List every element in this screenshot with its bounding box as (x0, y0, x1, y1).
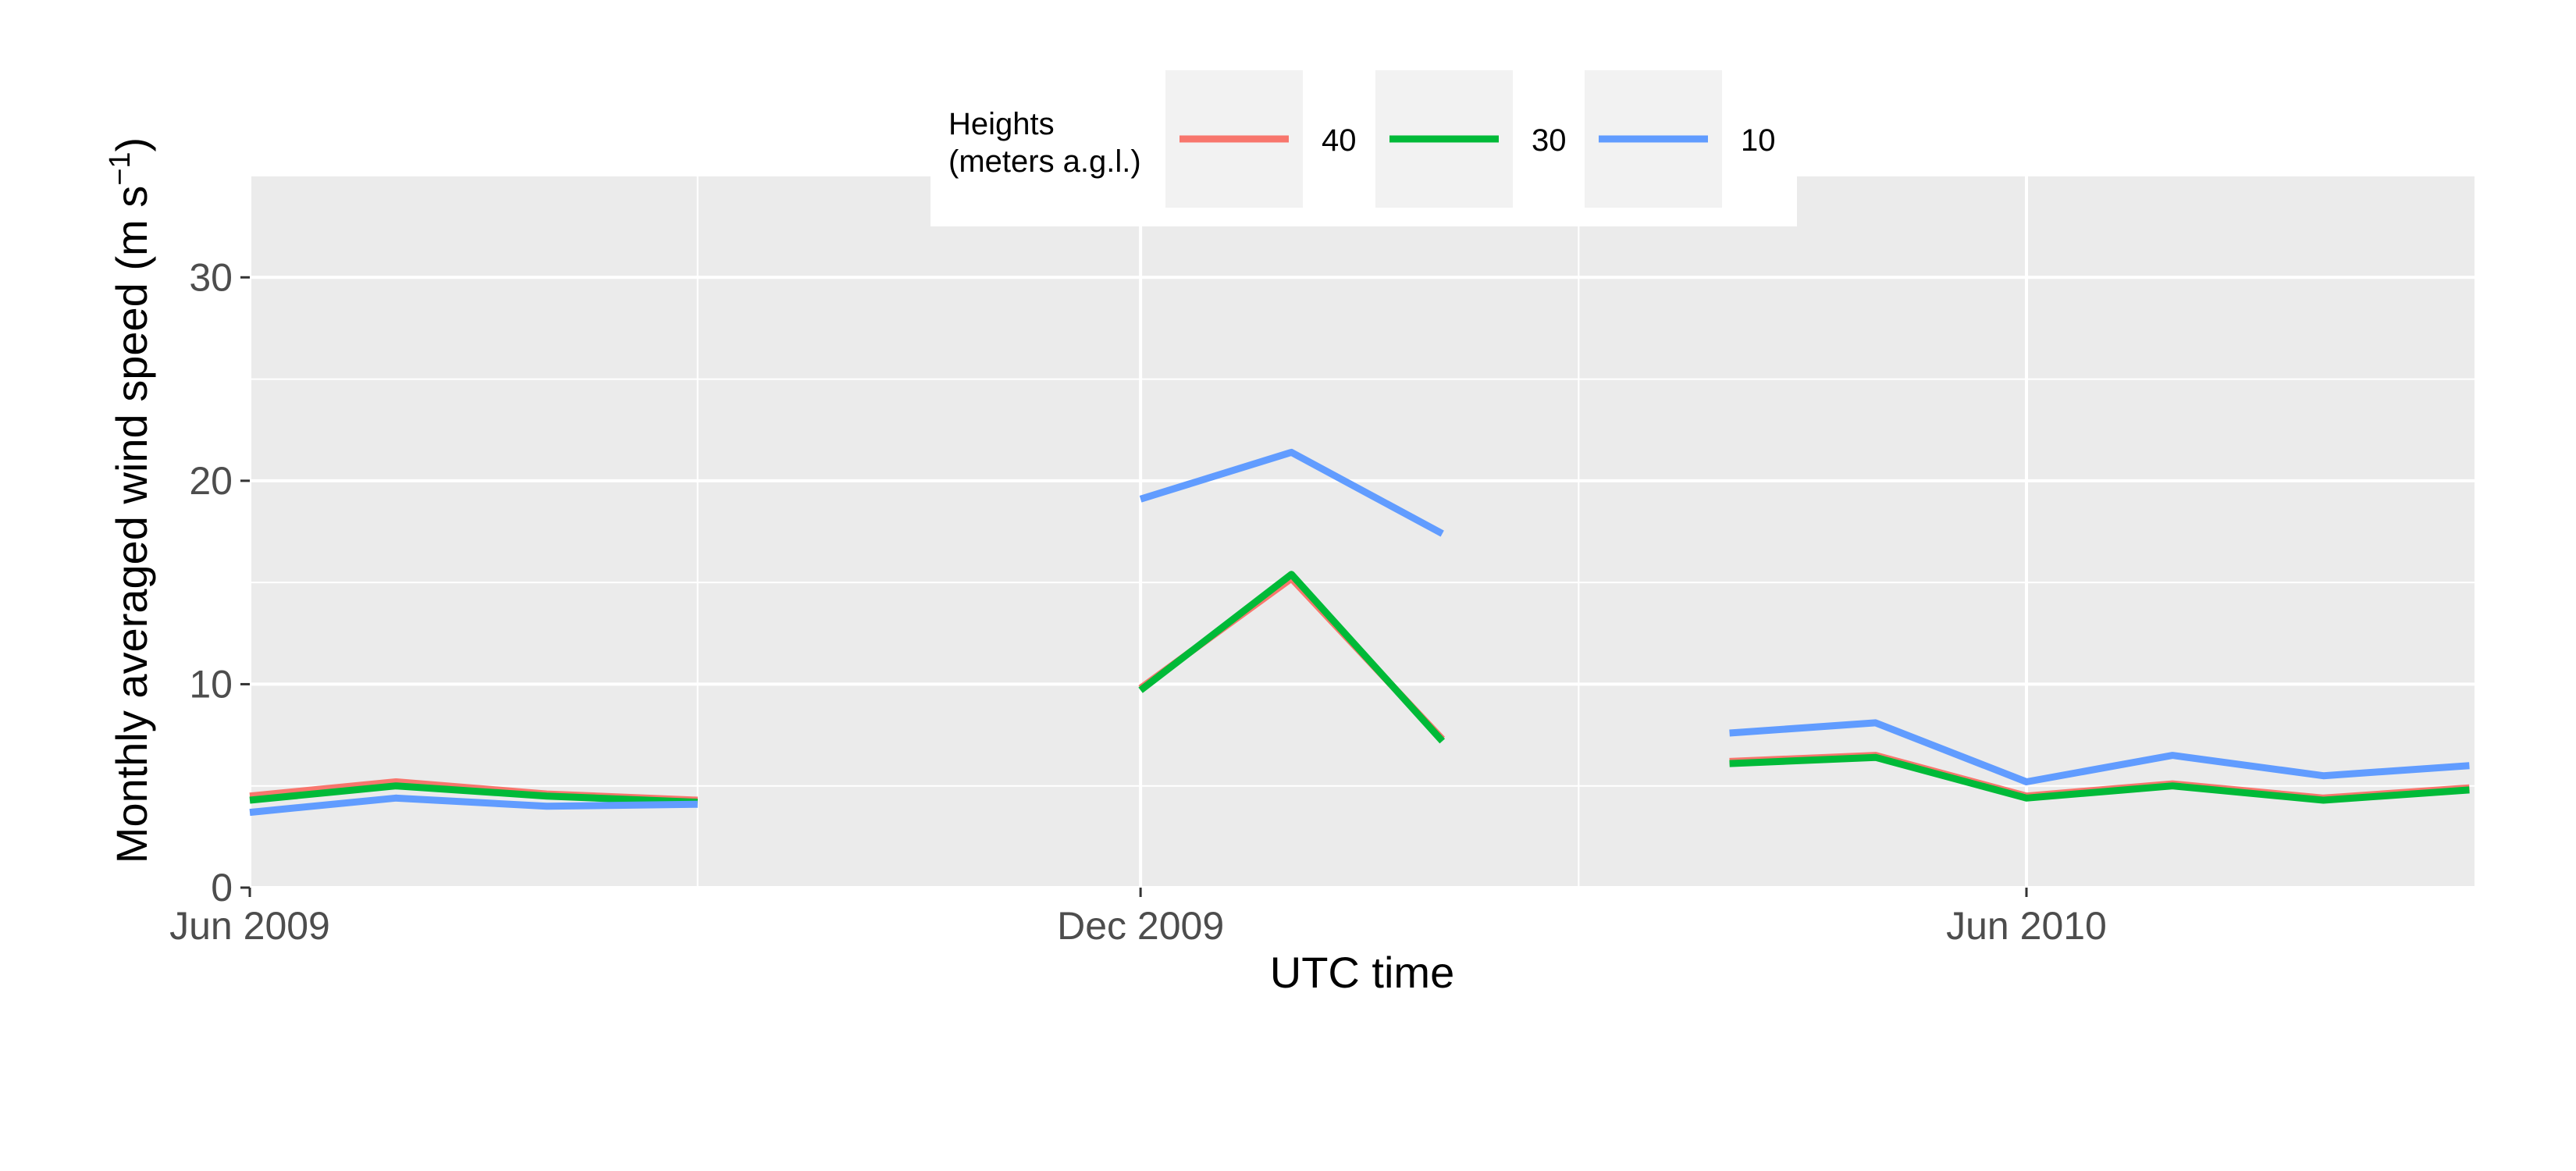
y-axis-title: Monthly averaged wind speed (m s−1) (104, 137, 156, 863)
y-axis-title-end: ) (107, 137, 156, 152)
x-axis-title: UTC time (1270, 948, 1454, 997)
series-line-10 (1139, 448, 1444, 537)
x-tick-label: Jun 2009 (169, 904, 330, 948)
legend-key-30: 30 (1375, 70, 1567, 208)
grid-lines (248, 175, 2475, 889)
legend-key-10: 10 (1585, 70, 1776, 208)
series-10 (249, 448, 2470, 817)
series-line-30 (1138, 571, 1446, 744)
legend-keys: 40 30 10 (1165, 70, 1776, 208)
y-tick-label: 20 (189, 459, 233, 503)
axes: 0 10 20 30 Jun 2009 Dec 2009 Jun 2010 (169, 255, 2107, 948)
legend-label: 40 (1322, 123, 1357, 158)
series-line-30 (1729, 753, 2470, 804)
series-line-30 (249, 782, 698, 806)
series-lines (249, 448, 2470, 817)
y-tick-label: 30 (189, 255, 233, 299)
series-30 (249, 571, 2470, 806)
legend-title-line2: (meters a.g.l.) (948, 144, 1141, 179)
y-axis-title-main: Monthly averaged wind speed (m s (107, 186, 156, 863)
y-axis-title-superscript: −1 (104, 151, 137, 185)
legend-title-line1: Heights (948, 107, 1055, 141)
series-line-10 (249, 794, 698, 817)
legend: Heights (meters a.g.l.) 40 30 10 (930, 70, 1797, 226)
series-line-10 (1729, 719, 2470, 785)
legend-label: 10 (1741, 123, 1776, 158)
legend-label: 30 (1532, 123, 1567, 158)
x-tick-label: Jun 2010 (1946, 904, 2107, 948)
y-tick-label: 10 (189, 662, 233, 706)
legend-key-40: 40 (1165, 70, 1357, 208)
x-tick-label: Dec 2009 (1057, 904, 1224, 948)
y-tick-label: 0 (211, 866, 233, 909)
panel-background (250, 176, 2475, 888)
